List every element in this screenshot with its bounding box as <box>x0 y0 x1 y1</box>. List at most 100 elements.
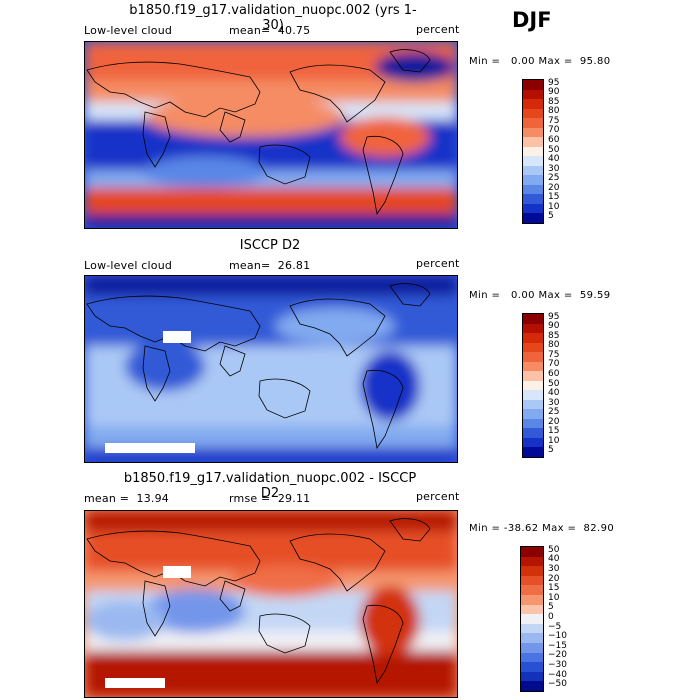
colorbar-tick-label: 15 <box>548 192 560 203</box>
colorbar-tick-label: −15 <box>548 640 567 651</box>
colorbar-swatch <box>523 118 543 129</box>
colorbar-swatch <box>523 146 543 157</box>
colorbar-swatch <box>523 399 543 410</box>
colorbar-tick-label: 15 <box>548 426 560 437</box>
panel2-mean: mean= 26.81 <box>229 259 311 272</box>
colorbar-swatch <box>521 595 543 606</box>
colorbar-tick-label: 30 <box>548 397 560 408</box>
colorbar-swatch <box>523 203 543 214</box>
colorbar-tick-label: 30 <box>548 564 560 574</box>
colorbar-swatch <box>523 333 543 344</box>
colorbar-tick-label: 95 <box>548 77 560 88</box>
colorbar-tick-label: 20 <box>548 573 560 584</box>
colorbar-swatch <box>521 604 543 615</box>
colorbar-swatch <box>521 575 543 586</box>
colorbar-tick-label: 20 <box>548 182 560 193</box>
colorbar-swatch <box>523 127 543 138</box>
colorbar-tick-label: −40 <box>548 669 567 680</box>
panel3-units: percent <box>416 490 460 503</box>
colorbar-swatch <box>523 371 543 382</box>
colorbar-swatch <box>521 623 543 634</box>
colorbar-swatch <box>523 323 543 334</box>
colorbar-tick-label: 40 <box>548 154 560 165</box>
colorbar-swatch <box>523 418 543 429</box>
colorbar-swatch <box>521 662 543 673</box>
colorbar-tick-label: 5 <box>548 445 554 456</box>
colorbar-tick-label: 25 <box>548 407 560 418</box>
season-label: DJF <box>512 8 552 32</box>
colorbar-swatch <box>521 633 543 644</box>
colorbar-swatch <box>521 671 543 682</box>
colorbar-tick-label: 70 <box>548 359 560 370</box>
panel1-map <box>84 41 458 229</box>
colorbar-tick-label: 10 <box>548 201 560 212</box>
colorbar-swatch <box>521 614 543 625</box>
colorbar-tick-label: −10 <box>548 631 567 642</box>
colorbar-tick-label: 5 <box>548 602 554 613</box>
colorbar-swatch <box>521 681 543 692</box>
colorbar-swatch <box>523 380 543 391</box>
colorbar-tick-label: 80 <box>548 106 560 117</box>
colorbar-tick-label: 40 <box>548 388 560 399</box>
colorbar-swatch <box>521 566 543 577</box>
colorbar-tick-label: 70 <box>548 125 560 136</box>
colorbar-swatch <box>523 314 543 325</box>
colorbar-tick-label: −5 <box>548 621 562 632</box>
colorbar-tick-label: 20 <box>548 416 560 427</box>
colorbar-swatch <box>523 137 543 148</box>
colorbar-swatch <box>523 361 543 372</box>
colorbar-tick-label: −20 <box>548 650 567 661</box>
colorbar-swatch <box>523 390 543 401</box>
colorbar-tick-label: 40 <box>548 554 560 565</box>
colorbar-tick-label: 5 <box>548 211 554 222</box>
colorbar-swatch <box>523 156 543 167</box>
colorbar-tick-label: 95 <box>548 311 560 322</box>
colorbar-swatch <box>523 99 543 110</box>
colorbar-tick-label: 85 <box>548 330 560 341</box>
panel3-title: b1850.f19_g17.validation_nuopc.002 - ISC… <box>123 471 417 501</box>
panel2-units: percent <box>416 257 460 270</box>
panel2-colorbar <box>522 313 544 458</box>
colorbar-swatch <box>523 213 543 224</box>
panel1-title: b1850.f19_g17.validation_nuopc.002 (yrs … <box>129 3 417 33</box>
colorbar-swatch <box>523 342 543 353</box>
panel1-units: percent <box>416 23 460 36</box>
colorbar-tick-label: 50 <box>548 144 560 155</box>
panel3-colorbar <box>520 546 544 692</box>
colorbar-tick-label: 60 <box>548 368 560 379</box>
colorbar-swatch <box>521 547 543 558</box>
colorbar-swatch <box>523 352 543 363</box>
panel3-mean: mean = 13.94 <box>84 492 169 505</box>
colorbar-swatch <box>521 585 543 596</box>
panel2-variable-label: Low-level cloud <box>84 259 173 272</box>
colorbar-tick-label: 15 <box>548 583 560 594</box>
panel2-title: ISCCP D2 <box>239 238 301 253</box>
panel1-variable-label: Low-level cloud <box>84 24 173 37</box>
panel3-map <box>84 510 458 698</box>
colorbar-swatch <box>523 89 543 100</box>
colorbar-tick-label: 10 <box>548 592 560 603</box>
colorbar-swatch <box>523 80 543 91</box>
colorbar-swatch <box>523 409 543 420</box>
colorbar-tick-label: 90 <box>548 87 560 98</box>
colorbar-swatch <box>521 556 543 567</box>
colorbar-tick-label: 50 <box>548 378 560 389</box>
colorbar-swatch <box>521 643 543 654</box>
colorbar-swatch <box>521 652 543 663</box>
panel1-minmax: Min = 0.00 Max = 95.80 <box>469 56 611 67</box>
panel3-minmax: Min = -38.62 Max = 82.90 <box>469 523 615 534</box>
colorbar-swatch <box>523 428 543 439</box>
colorbar-tick-label: −50 <box>548 679 567 690</box>
panel3-rmse: rmse = 29.11 <box>229 492 311 505</box>
colorbar-tick-label: 30 <box>548 163 560 174</box>
colorbar-tick-label: 0 <box>548 612 554 622</box>
panel1-colorbar <box>522 79 544 224</box>
colorbar-tick-label: 10 <box>548 435 560 446</box>
colorbar-tick-label: 25 <box>548 173 560 184</box>
panel2-map <box>84 275 458 463</box>
colorbar-swatch <box>523 437 543 448</box>
colorbar-swatch <box>523 108 543 119</box>
colorbar-tick-label: 90 <box>548 321 560 332</box>
colorbar-tick-label: 75 <box>548 349 560 360</box>
colorbar-tick-label: 60 <box>548 134 560 145</box>
